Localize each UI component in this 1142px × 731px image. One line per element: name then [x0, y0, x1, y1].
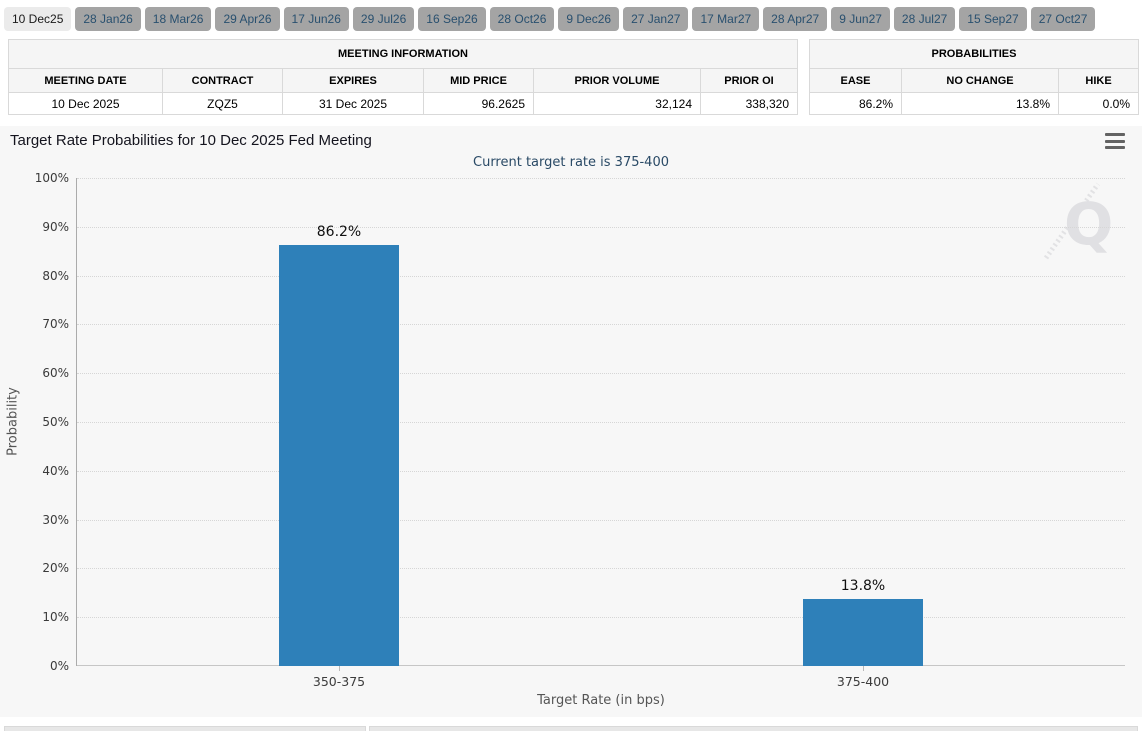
date-tab-18-mar26[interactable]: 18 Mar26	[144, 7, 212, 31]
date-tab-15-sep27[interactable]: 15 Sep27	[959, 7, 1027, 31]
column-header-hike: HIKE	[1057, 68, 1140, 93]
x-axis-line	[77, 665, 1125, 666]
date-tab-17-jun26[interactable]: 17 Jun26	[283, 7, 349, 31]
y-tick-label-50: 50%	[42, 415, 69, 429]
column-header-ease: EASE	[809, 68, 902, 93]
next-section-peek-right	[369, 726, 1138, 731]
plot-area: 0% 10% 20% 30% 40% 50% 60% 70% 80% 90% 100% 86.2% 35…	[35, 171, 1125, 689]
probabilities-header-row: EASE NO CHANGE HIKE	[809, 68, 1140, 93]
y-tick-label-80: 80%	[42, 268, 69, 283]
cell-mid-price: 96.2625	[423, 92, 534, 115]
column-header-expires: EXPIRES	[282, 68, 424, 93]
column-header-meeting-date: MEETING DATE	[8, 68, 163, 93]
date-tab-28-jan26[interactable]: 28 Jan26	[75, 7, 141, 31]
cell-meeting-date: 10 Dec 2025	[8, 92, 163, 115]
quikstrike-watermark-icon: Q	[1036, 178, 1120, 264]
date-tab-28-apr27[interactable]: 28 Apr27	[763, 7, 828, 31]
x-category-label-375-400: 375-400	[836, 674, 890, 689]
date-tab-28-oct26[interactable]: 28 Oct26	[489, 7, 555, 31]
gridline-50	[77, 422, 1125, 423]
probabilities-title: PROBABILITIES	[808, 39, 1140, 69]
date-tab-10-dec25[interactable]: 10 Dec25	[4, 7, 72, 31]
gridline-70	[77, 324, 1125, 326]
chart-subtitle: Current target rate is 375-400	[473, 155, 669, 170]
date-tab-9-dec26[interactable]: 9 Dec26	[558, 7, 620, 31]
date-tab-9-jun27[interactable]: 9 Jun27	[831, 7, 890, 31]
x-tick-350-375	[339, 666, 340, 671]
column-header-prior-oi: PRIOR OI	[700, 68, 798, 93]
gridline-90	[77, 226, 1125, 228]
gridline-20	[77, 568, 1125, 570]
y-tick-label-20: 20%	[42, 561, 69, 576]
probabilities-table: PROBABILITIES EASE NO CHANGE HIKE 86.2% 13.…	[808, 39, 1140, 115]
svg-text:Q: Q	[1064, 190, 1113, 258]
meeting-information-data-row: 10 Dec 2025 ZQZ5 31 Dec 2025 96.2625 32,124 3…	[8, 92, 798, 115]
x-category-label-350-375: 350-375	[312, 674, 366, 689]
gridline-60	[77, 373, 1125, 375]
column-header-no-change: NO CHANGE	[901, 68, 1059, 93]
y-tick-label-70: 70%	[42, 317, 69, 332]
gridline-30	[77, 519, 1125, 521]
meeting-information-title: MEETING INFORMATION	[8, 39, 798, 69]
cell-no-change: 13.8%	[901, 92, 1059, 115]
date-tab-29-jul26[interactable]: 29 Jul26	[352, 7, 415, 31]
y-tick-label-90: 90%	[42, 219, 69, 234]
x-tick-375-400	[863, 666, 864, 671]
cell-ease: 86.2%	[809, 92, 902, 115]
date-tab-27-oct27[interactable]: 27 Oct27	[1030, 7, 1096, 31]
cell-prior-oi: 338,320	[700, 92, 798, 115]
y-tick-label-10: 10%	[42, 610, 69, 625]
gridline-80	[77, 275, 1125, 277]
date-tab-16-sep26[interactable]: 16 Sep26	[418, 7, 486, 31]
y-tick-label-30: 30%	[42, 512, 69, 527]
y-tick-label-40: 40%	[42, 463, 69, 478]
y-tick-label-0: 0%	[49, 659, 69, 673]
meeting-information-header-row: MEETING DATE CONTRACT EXPIRES MID PRICE PRIO…	[8, 68, 798, 93]
y-axis-line	[76, 178, 77, 666]
y-tick-label-60: 60%	[42, 366, 69, 381]
hamburger-menu-icon[interactable]	[1105, 133, 1125, 149]
cell-expires: 31 Dec 2025	[282, 92, 424, 115]
x-axis-title: Target Rate (in bps)	[537, 693, 665, 708]
next-section-peek-left	[4, 726, 366, 731]
chart-panel: Target Rate Probabilities for 10 Dec 202…	[0, 126, 1142, 717]
cell-contract: ZQZ5	[162, 92, 283, 115]
column-header-prior-volume: PRIOR VOLUME	[533, 68, 701, 93]
probabilities-data-row: 86.2% 13.8% 0.0%	[809, 92, 1140, 115]
bar-value-label-375-400: 13.8%	[840, 577, 886, 594]
cell-hike: 0.0%	[1057, 92, 1140, 115]
gridline-100	[77, 178, 1125, 179]
chart-title: Target Rate Probabilities for 10 Dec 202…	[10, 132, 372, 149]
info-tables-row: MEETING INFORMATION MEETING DATE CONTRACT…	[0, 37, 1142, 115]
column-header-mid-price: MID PRICE	[423, 68, 534, 93]
bar-350-375[interactable]	[279, 245, 399, 666]
y-axis-title: Probability	[5, 387, 21, 456]
date-tab-29-apr26[interactable]: 29 Apr26	[215, 7, 280, 31]
date-tab-27-jan27[interactable]: 27 Jan27	[623, 7, 689, 31]
gridline-10	[77, 617, 1125, 619]
column-header-contract: CONTRACT	[162, 68, 283, 93]
cell-prior-volume: 32,124	[533, 92, 701, 115]
date-tab-17-mar27[interactable]: 17 Mar27	[692, 7, 760, 31]
gridline-40	[77, 470, 1125, 472]
date-tab-bar: 10 Dec25 28 Jan26 18 Mar26 29 Apr26 17 Jun26…	[0, 0, 1142, 37]
bar-375-400[interactable]	[803, 598, 923, 666]
meeting-information-table: MEETING INFORMATION MEETING DATE CONTRACT…	[8, 39, 798, 115]
y-tick-label-100: 100%	[34, 171, 69, 185]
bar-value-label-350-375: 86.2%	[316, 224, 362, 241]
date-tab-28-jul27[interactable]: 28 Jul27	[893, 7, 956, 31]
